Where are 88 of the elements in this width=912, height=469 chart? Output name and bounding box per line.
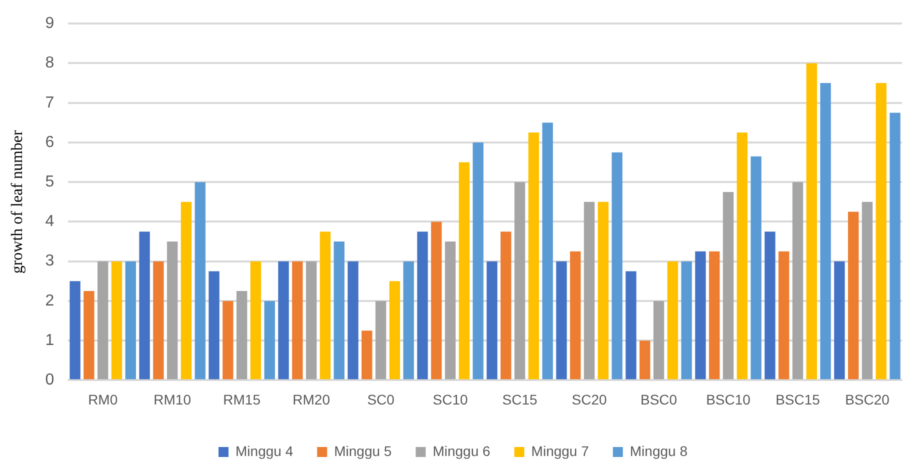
bar: [111, 261, 122, 380]
bar: [667, 261, 678, 380]
bar: [180, 202, 192, 380]
y-tick-label: 9: [45, 15, 54, 32]
x-tick-label: BSC0: [640, 391, 678, 408]
bar: [556, 261, 567, 380]
bar: [500, 232, 512, 380]
x-tick-label: BSC10: [706, 391, 751, 408]
bar: [348, 261, 358, 380]
bar: [834, 261, 845, 380]
bar: [626, 271, 636, 380]
x-tick-label: BSC15: [776, 391, 820, 408]
bar: [640, 340, 650, 380]
bar: [472, 142, 484, 380]
bar: [848, 212, 859, 380]
bar: [612, 152, 622, 380]
bar: [778, 251, 790, 380]
bar: [750, 156, 762, 380]
y-axis-title: growth of leaf number: [8, 129, 26, 274]
bar: [84, 291, 94, 380]
bar: [153, 261, 164, 380]
bar: [278, 261, 289, 380]
bar: [542, 122, 553, 380]
legend-label: Minggu 5: [334, 442, 392, 459]
bar: [334, 242, 344, 380]
bar: [125, 261, 136, 380]
legend-label: Minggu 4: [236, 442, 294, 459]
bar: [431, 222, 442, 380]
x-tick-label: RM15: [223, 391, 261, 408]
y-tick-label: 6: [45, 134, 54, 151]
bar: [695, 251, 706, 380]
bar: [403, 261, 414, 380]
x-tick-label: SC20: [572, 391, 608, 408]
bar: [222, 300, 234, 380]
bar: [362, 330, 372, 380]
bar: [598, 202, 609, 380]
bar: [375, 300, 386, 380]
x-tick-label: SC0: [367, 391, 395, 408]
bar: [264, 300, 275, 380]
bar: [709, 251, 720, 380]
bar: [570, 251, 581, 380]
x-tick-label: SC15: [502, 391, 538, 408]
bar: [584, 202, 595, 380]
bar: [306, 261, 317, 380]
bar: [458, 162, 470, 380]
legend-label: Minggu 6: [432, 442, 491, 459]
y-tick-label: 4: [45, 213, 54, 230]
y-tick-label: 2: [45, 292, 54, 310]
y-tick-label: 7: [45, 94, 54, 112]
x-tick-label: RM20: [292, 391, 330, 408]
bar: [97, 261, 108, 380]
bar: [70, 281, 80, 380]
bar: [514, 182, 526, 380]
bar: [486, 261, 498, 380]
bar: [166, 242, 178, 380]
bar: [194, 182, 206, 380]
bar: [139, 232, 150, 380]
legend-label: Minggu 7: [531, 442, 590, 459]
bar: [417, 232, 428, 380]
bar: [806, 63, 818, 380]
y-tick-label: 8: [45, 54, 54, 72]
bar: [320, 232, 331, 380]
bar: [208, 271, 220, 380]
y-tick-label: 5: [45, 173, 54, 190]
bar: [764, 232, 776, 380]
y-tick-label: 3: [45, 252, 54, 270]
bar: [389, 281, 400, 380]
bar: [722, 192, 734, 380]
legend-label: Minggu 8: [630, 442, 688, 459]
bar: [681, 261, 692, 380]
y-tick-label: 0: [45, 372, 54, 389]
bar: [250, 261, 262, 380]
bar: [236, 291, 248, 380]
bar: [792, 182, 804, 380]
bar: [820, 83, 831, 380]
bar: [890, 112, 900, 380]
bar: [444, 242, 456, 380]
bar: [653, 300, 664, 380]
x-tick-label: BSC20: [845, 391, 890, 408]
x-tick-label: RM10: [154, 391, 192, 408]
y-tick-label: 1: [45, 332, 54, 349]
x-tick-label: RM0: [88, 391, 118, 408]
bar: [736, 132, 748, 380]
bar: [528, 132, 540, 380]
bar: [862, 202, 873, 380]
x-tick-label: SC10: [432, 391, 468, 408]
bar: [292, 261, 303, 380]
bar: [876, 83, 887, 380]
